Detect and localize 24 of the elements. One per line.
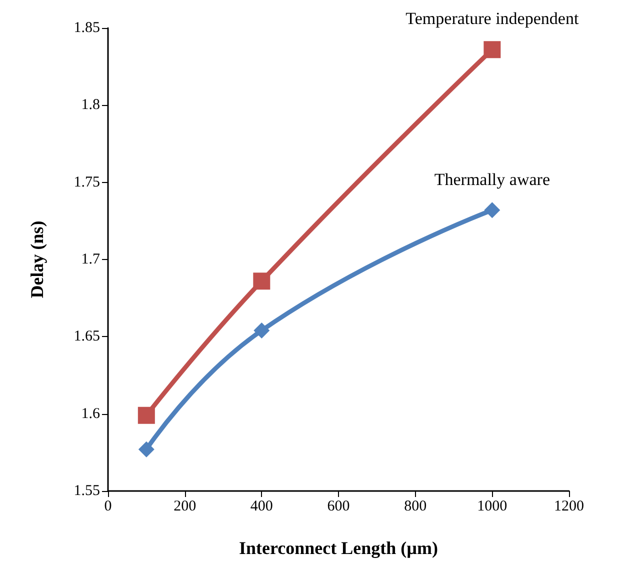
point	[484, 202, 500, 218]
y-tick-label: 1.6	[81, 406, 100, 422]
x-tick-label: 800	[404, 498, 427, 514]
y-tick-label: 1.75	[74, 174, 100, 190]
x-tick-label: 0	[104, 498, 112, 514]
point	[253, 272, 270, 290]
x-tick-label: 1200	[554, 498, 584, 514]
y-tick-label: 1.85	[74, 20, 100, 36]
y-tick-label: 1.55	[74, 483, 100, 499]
x-tick-label: 600	[327, 498, 350, 514]
x-tick-label: 1000	[477, 498, 508, 514]
y-tick-label: 1.65	[74, 328, 100, 345]
point	[484, 41, 501, 58]
y-axis-title: Delay (ns)	[27, 220, 47, 298]
point	[254, 322, 270, 338]
x-tick-label: 200	[174, 498, 196, 514]
y-tick-label: 1.8	[81, 97, 100, 114]
y-tick-label: 1.7	[81, 252, 100, 268]
series-label: Thermally aware	[434, 170, 550, 190]
series-label: Temperature independent	[406, 9, 579, 28]
point	[138, 406, 155, 424]
x-tick-label: 400	[250, 498, 273, 514]
x-axis-title: Interconnect Length (µm)	[238, 538, 438, 558]
point	[138, 441, 154, 458]
